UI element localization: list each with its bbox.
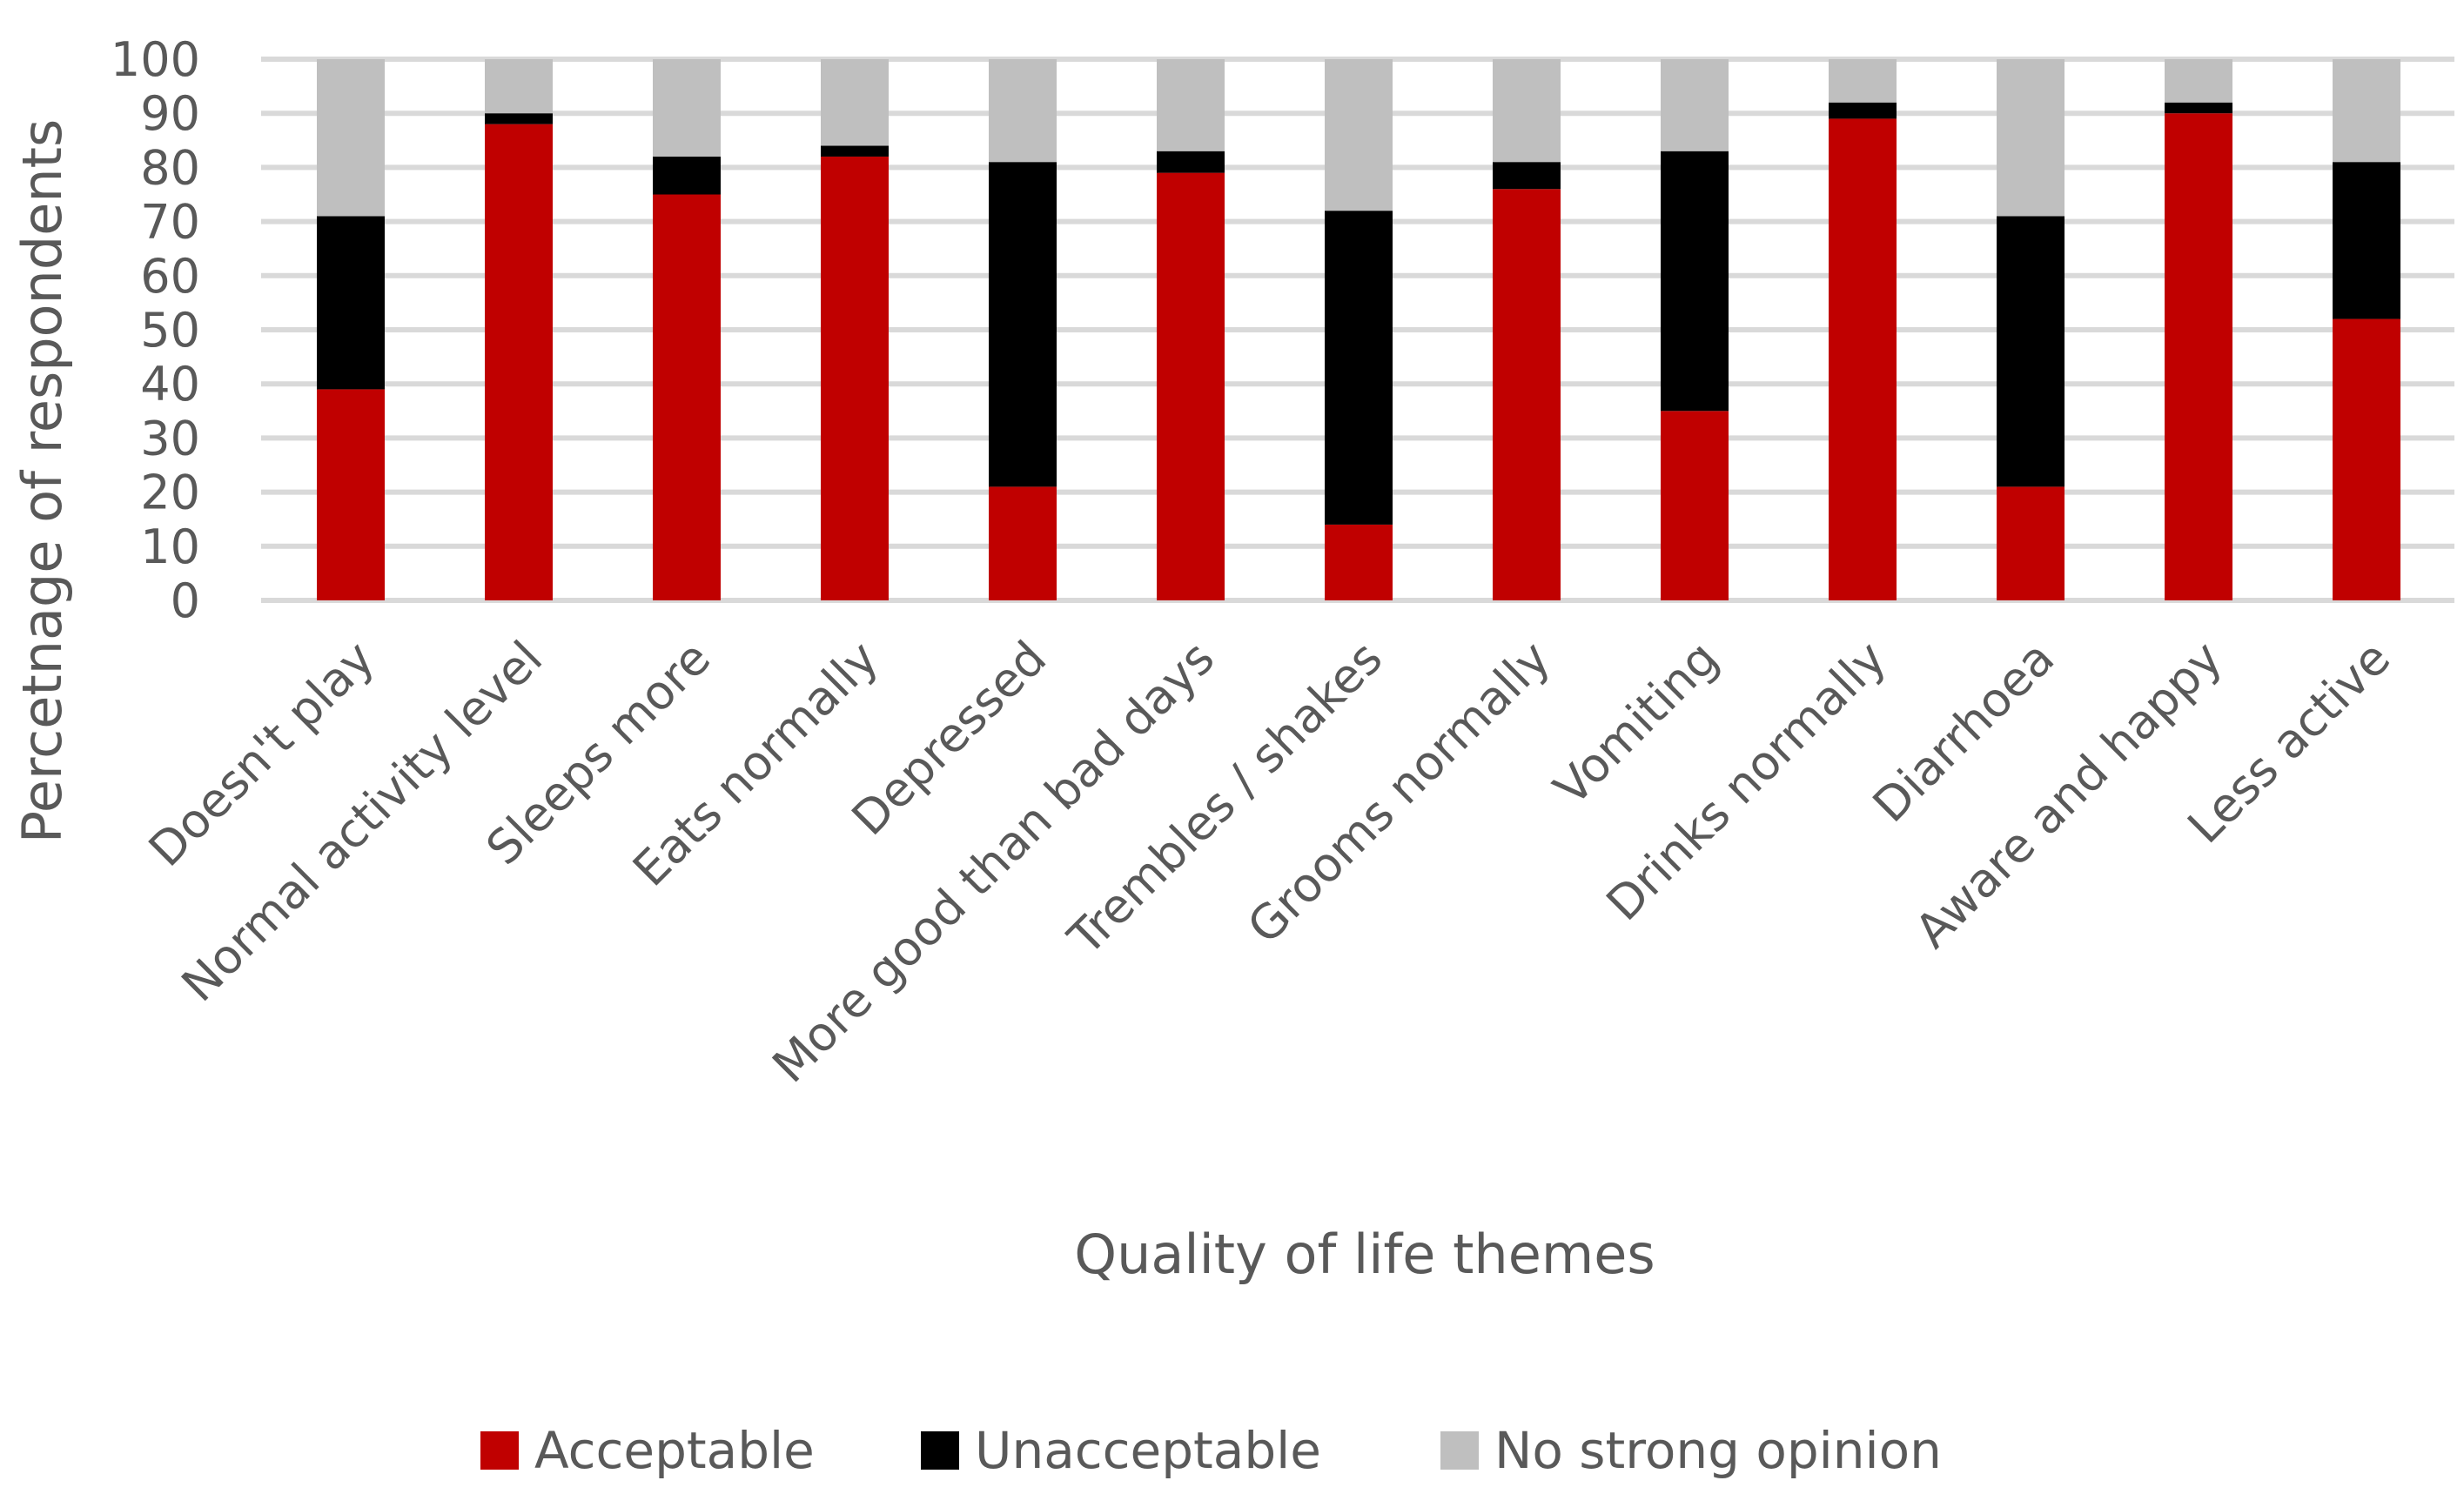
bar-acceptable bbox=[653, 194, 721, 600]
legend: Acceptable Unacceptable No strong opinion bbox=[480, 1421, 1942, 1480]
x-category-label: Aware and happy bbox=[1904, 631, 2232, 959]
y-tick-label: 0 bbox=[171, 573, 200, 628]
bar-no-strong-opinion bbox=[317, 59, 385, 217]
legend-label: No strong opinion bbox=[1494, 1421, 1942, 1480]
bar-no-strong-opinion bbox=[485, 59, 553, 114]
y-tick-label: 50 bbox=[140, 303, 200, 358]
y-tick-label: 10 bbox=[140, 519, 200, 574]
legend-label: Unacceptable bbox=[975, 1421, 1321, 1480]
bar-unacceptable bbox=[653, 156, 721, 195]
bar-acceptable bbox=[1493, 189, 1561, 600]
bar-unacceptable bbox=[2165, 102, 2232, 114]
bar-no-strong-opinion bbox=[1829, 59, 1897, 103]
bar-no-strong-opinion bbox=[1325, 59, 1393, 211]
bar-no-strong-opinion bbox=[821, 59, 889, 146]
bar-unacceptable bbox=[485, 113, 553, 124]
x-axis-title: Quality of life themes bbox=[1074, 1223, 1655, 1286]
bar-no-strong-opinion bbox=[1997, 59, 2065, 217]
bar-unacceptable bbox=[317, 216, 385, 390]
bar-no-strong-opinion bbox=[1661, 59, 1729, 151]
bar-acceptable bbox=[485, 124, 553, 600]
bar-unacceptable bbox=[1829, 102, 1897, 119]
legend-swatch bbox=[1440, 1431, 1479, 1470]
bar-no-strong-opinion bbox=[1493, 59, 1561, 163]
y-tick-label: 80 bbox=[140, 140, 200, 195]
bar-acceptable bbox=[1325, 524, 1393, 600]
bar-no-strong-opinion bbox=[989, 59, 1057, 163]
bar-unacceptable bbox=[1325, 211, 1393, 525]
bar-no-strong-opinion bbox=[653, 59, 721, 157]
bar-acceptable bbox=[821, 156, 889, 600]
bar-no-strong-opinion bbox=[2165, 59, 2232, 103]
y-tick-label: 60 bbox=[140, 249, 200, 304]
y-tick-label: 100 bbox=[111, 32, 200, 87]
bar-acceptable bbox=[2333, 318, 2400, 600]
y-tick-label: 70 bbox=[140, 195, 200, 250]
bar-unacceptable bbox=[1493, 162, 1561, 190]
bar-acceptable bbox=[989, 486, 1057, 600]
bar-acceptable bbox=[317, 389, 385, 600]
bar-no-strong-opinion bbox=[2333, 59, 2400, 163]
bar-unacceptable bbox=[1661, 151, 1729, 412]
y-tick-label: 20 bbox=[140, 466, 200, 520]
bar-acceptable bbox=[1661, 411, 1729, 600]
y-tick-label: 90 bbox=[140, 86, 200, 141]
bar-unacceptable bbox=[1157, 151, 1225, 173]
bar-no-strong-opinion bbox=[1157, 59, 1225, 151]
y-axis-title: Percetnage of respondents bbox=[10, 119, 74, 844]
x-category-label: Trembles / shakes bbox=[1057, 631, 1393, 967]
bar-unacceptable bbox=[2333, 162, 2400, 319]
legend-swatch bbox=[480, 1431, 519, 1470]
x-category-label: Grooms normally bbox=[1237, 631, 1561, 955]
bar-acceptable bbox=[1997, 486, 2065, 600]
bars bbox=[317, 59, 2400, 601]
bar-unacceptable bbox=[989, 162, 1057, 487]
x-category-label: Drinks normally bbox=[1596, 631, 1897, 932]
y-tick-label: 40 bbox=[140, 357, 200, 412]
y-tick-label: 30 bbox=[140, 411, 200, 466]
bar-acceptable bbox=[2165, 113, 2232, 600]
legend-label: Acceptable bbox=[534, 1421, 815, 1480]
bar-acceptable bbox=[1157, 172, 1225, 600]
legend-swatch bbox=[921, 1431, 959, 1470]
bar-unacceptable bbox=[1997, 216, 2065, 487]
bar-acceptable bbox=[1829, 118, 1897, 601]
bar-unacceptable bbox=[821, 145, 889, 157]
